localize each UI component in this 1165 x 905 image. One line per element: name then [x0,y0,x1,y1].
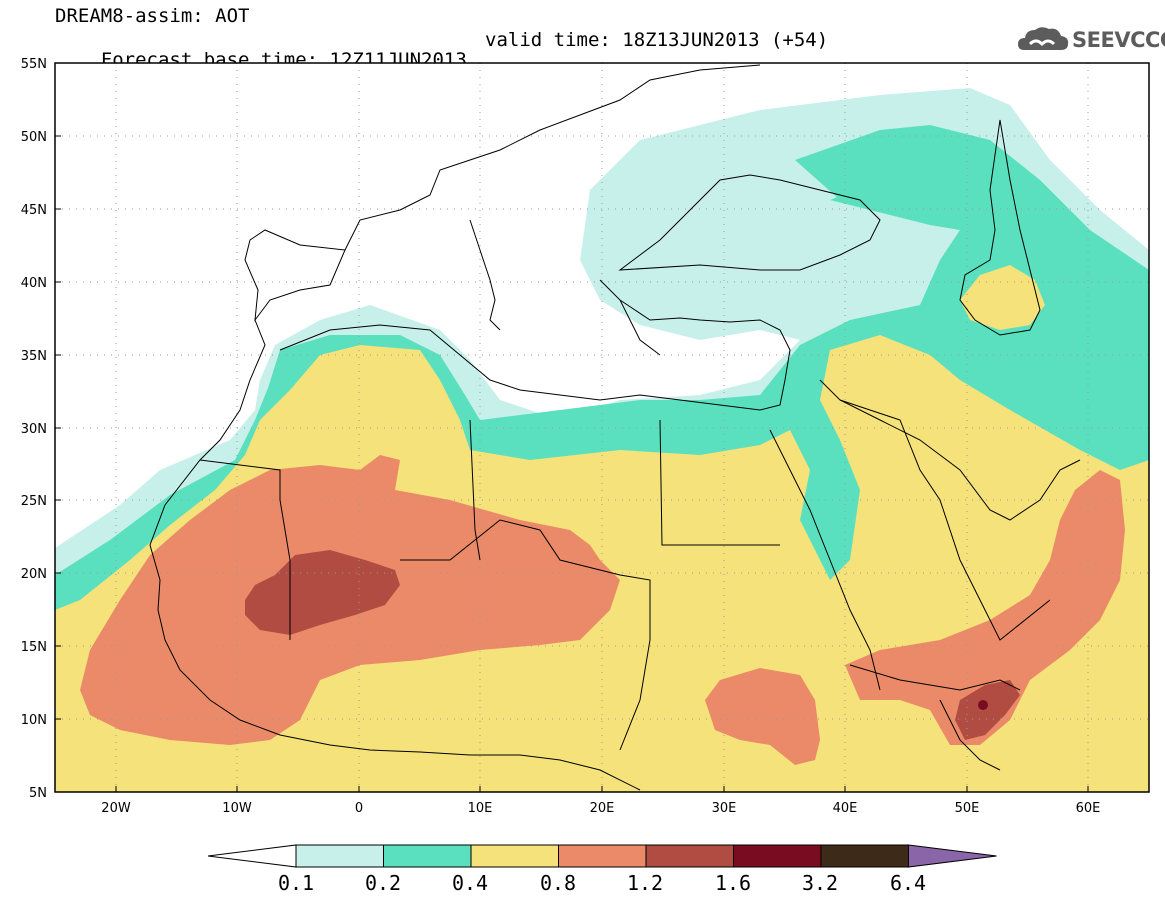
lon-tick: 10E [468,801,493,816]
lon-tick: 50E [955,801,980,816]
aot-patch-0.8-ethiopia [705,668,820,765]
lon-tick: 0 [355,801,363,816]
valid-time: valid time: 18Z13JUN2013 (+54) [485,29,829,51]
lon-tick: 30E [712,801,737,816]
cloud-logo-icon [1018,27,1069,50]
lat-tick: 20N [21,567,47,582]
coastlines [149,64,1081,791]
aot-core-1.6 [978,700,988,710]
lat-tick: 5N [29,786,47,801]
lat-tick: 50N [21,130,47,145]
lat-tick: 10N [21,713,47,728]
aot-patch-0.2-east [830,150,1060,250]
aot-patch-1.2-horn [955,680,1020,740]
chart-title: DREAM8-assim: AOT [55,5,250,27]
seevccc-logo: SEEVCCC [1016,22,1165,58]
lat-tick: 25N [21,494,47,509]
lon-axis-labels: 20W 10W 0 10E 20E 30E 40E 50E 60E [101,801,1100,816]
lat-tick: 55N [21,57,47,72]
lat-tick: 40N [21,276,47,291]
aot-band-0.8-arabia [845,470,1125,745]
logo-text: SEEVCCC [1072,28,1165,52]
tick-marks [55,135,1089,792]
aot-band-1.2 [245,550,400,635]
lon-tick: 10W [222,801,252,816]
lon-tick: 20W [101,801,131,816]
lat-axis-labels: 55N 50N 45N 40N 35N 30N 25N 20N 15N 10N … [21,57,47,801]
lon-tick: 40E [833,801,858,816]
lat-tick: 45N [21,203,47,218]
aot-patch-0.4-caspian [960,265,1045,330]
lat-tick: 30N [21,422,47,437]
map-grid [55,63,1149,792]
lon-tick: 60E [1076,801,1101,816]
lon-tick: 20E [590,801,615,816]
lat-tick: 15N [21,640,47,655]
lat-tick: 35N [21,349,47,364]
